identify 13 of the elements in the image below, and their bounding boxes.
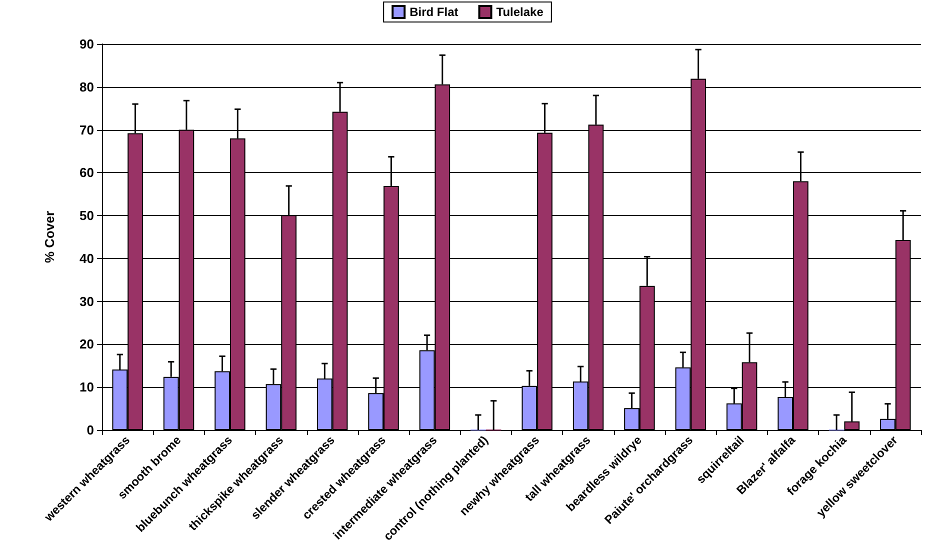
y-tick-label: 60: [80, 165, 94, 180]
y-tick-label: 70: [80, 122, 94, 138]
y-tick-label: 80: [80, 79, 94, 94]
y-tick-label: 90: [80, 36, 94, 52]
y-tick-label: 20: [80, 336, 94, 352]
y-tick-label: 40: [80, 250, 94, 266]
y-axis-title: % Cover: [42, 210, 57, 264]
y-tick-label: 30: [80, 294, 94, 309]
y-tick-label: 10: [80, 380, 94, 395]
legend-label: Tulelake: [496, 5, 544, 19]
y-tick-label: 50: [80, 208, 94, 224]
y-tick-label: 0: [86, 422, 94, 438]
legend-label: Bird Flat: [410, 5, 458, 19]
